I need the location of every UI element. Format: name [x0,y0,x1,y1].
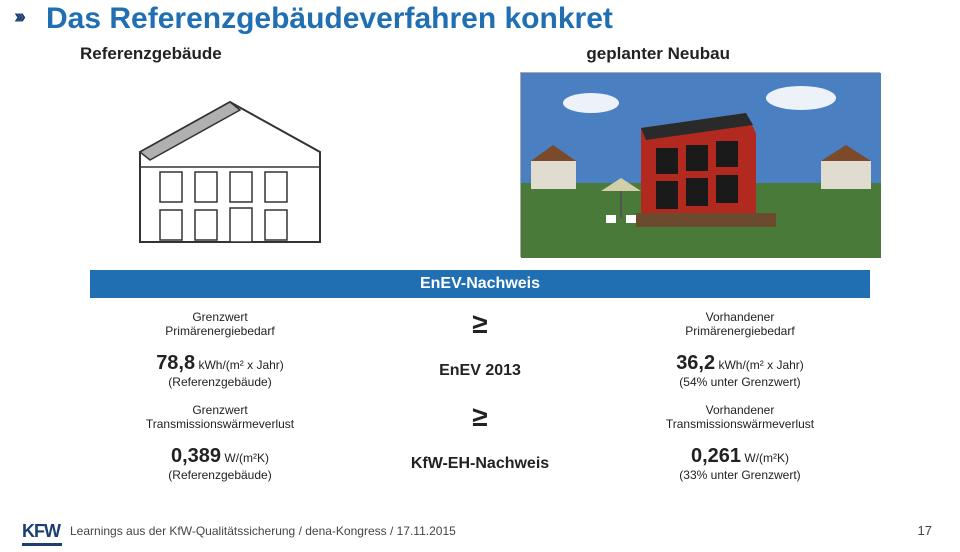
header-mid: EnEV-Nachweis [350,275,610,293]
table-row: 78,8 kWh/(m² x Jahr) (Referenzgebäude) E… [90,346,870,395]
planned-house-photo [520,72,880,257]
value-sub: (54% unter Grenzwert) [610,375,870,389]
table-row: Grenzwert Transmissionswärmeverlust ≥ Vo… [90,395,870,439]
cell-text: Grenzwert [90,403,350,417]
value-big: 78,8 [156,352,195,374]
slide-title: Das Referenzgebäudeverfahren konkret [46,2,613,36]
cell-text: Grenzwert [90,310,350,324]
page-number: 17 [918,523,932,538]
cell-text: Transmissionswärmeverlust [90,417,350,431]
value-unit: kWh/(m² x Jahr) [715,358,804,372]
value-big: 0,261 [691,445,741,467]
table-header: EnEV-Nachweis [90,270,870,298]
value-unit: kWh/(m² x Jahr) [195,358,284,372]
label-planned: geplanter Neubau [586,44,730,64]
label-reference: Referenzgebäude [80,44,222,64]
cell-text: Transmissionswärmeverlust [610,417,870,431]
cell-text: Primärenergiebedarf [90,324,350,338]
cell-text: Vorhandener [610,403,870,417]
reference-house-illustration [80,72,380,257]
value-sub: (Referenzgebäude) [90,375,350,389]
mid-label: EnEV 2013 [439,362,521,379]
table-row: Grenzwert Primärenergiebedarf ≥ Vorhande… [90,302,870,346]
kfw-logo: KFW [22,521,60,542]
geq-symbol: ≥ [472,308,487,339]
image-labels-row: Referenzgebäude geplanter Neubau [80,44,880,64]
geq-symbol: ≥ [472,401,487,432]
value-big: 0,389 [171,445,221,467]
mid-label: KfW-EH-Nachweis [411,455,549,472]
value-unit: W/(m²K) [741,451,789,465]
comparison-table: EnEV-Nachweis Grenzwert Primärenergiebed… [90,270,870,488]
value-sub: (Referenzgebäude) [90,468,350,482]
table-row: 0,389 W/(m²K) (Referenzgebäude) KfW-EH-N… [90,439,870,488]
illustration-row [80,72,880,262]
cell-text: Primärenergiebedarf [610,324,870,338]
chevrons-decor: ››› [14,6,22,29]
footer-text: Learnings aus der KfW-Qualitätssicherung… [70,524,456,538]
value-unit: W/(m²K) [221,451,269,465]
value-sub: (33% unter Grenzwert) [610,468,870,482]
kfw-logo-underline [22,543,62,546]
cell-text: Vorhandener [610,310,870,324]
value-big: 36,2 [676,352,715,374]
